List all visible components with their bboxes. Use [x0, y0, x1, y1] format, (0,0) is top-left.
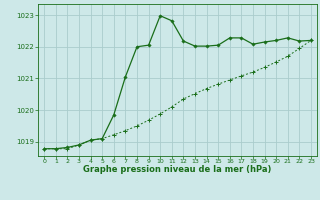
X-axis label: Graphe pression niveau de la mer (hPa): Graphe pression niveau de la mer (hPa) [84, 165, 272, 174]
